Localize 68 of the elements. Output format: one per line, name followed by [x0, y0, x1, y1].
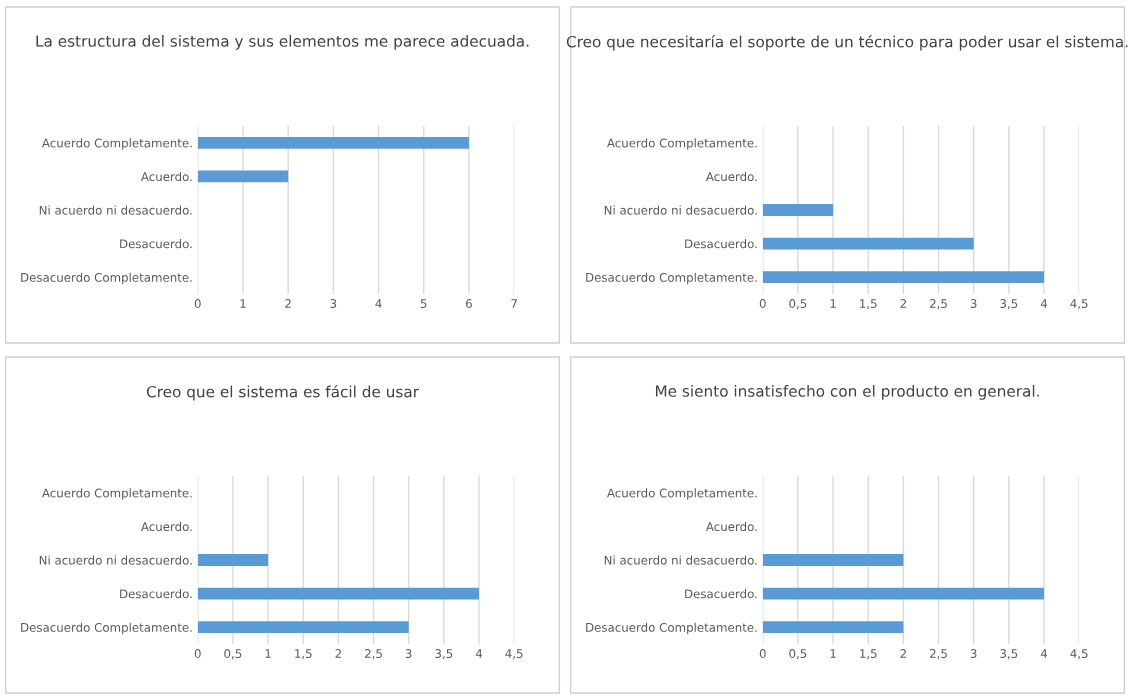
x-tick-label: 3,5: [1000, 299, 1018, 310]
x-tick-label: 1,5: [860, 299, 877, 310]
x-tick-label: 4: [375, 299, 382, 308]
x-tick-label: 1,5: [860, 649, 877, 660]
x-tick-label: 3: [330, 299, 337, 308]
x-tick-label: 4,5: [1070, 299, 1088, 310]
x-tick-label: 2,5: [365, 649, 382, 660]
x-tick-label: 4: [1040, 299, 1048, 308]
x-tick-label: 6: [466, 299, 472, 308]
y-tick-label: Desacuerdo Completamente.: [21, 272, 192, 285]
y-tick-label: Acuerdo.: [705, 521, 757, 532]
x-tick-label: 0: [194, 649, 201, 658]
bar: [197, 621, 409, 634]
y-tick-label: Ni acuerdo ni desacuerdo.: [604, 555, 757, 565]
y-tick-label: Desacuerdo.: [685, 589, 757, 599]
y-tick-label: Acuerdo Completamente.: [42, 488, 192, 500]
x-tick-label: 2: [900, 299, 906, 308]
x-tick-label: 2,5: [930, 649, 947, 660]
x-tick-label: 2: [285, 299, 291, 308]
x-tick-label: 0,5: [789, 299, 807, 310]
bar: [197, 554, 269, 566]
x-tick-label: 0,5: [224, 649, 242, 660]
x-tick-label: 3,5: [1000, 649, 1018, 660]
y-tick-label: Ni acuerdo ni desacuerdo.: [604, 205, 757, 215]
chart-title: Creo que el sistema es fácil de usar: [146, 385, 419, 401]
x-tick-label: 3: [970, 649, 977, 658]
x-tick-label: 3: [405, 649, 412, 658]
x-tick-label: 2: [900, 649, 906, 658]
x-tick-label: 4: [475, 649, 483, 658]
x-tick-label: 2,5: [930, 299, 947, 310]
y-tick-label: Desacuerdo Completamente.: [21, 622, 192, 635]
bar: [762, 271, 1044, 284]
x-tick-label: 2: [335, 649, 341, 658]
bar: [762, 204, 834, 216]
x-tick-label: 1,5: [295, 649, 312, 660]
x-tick-label: 0: [759, 299, 766, 308]
x-tick-label: 4: [1040, 649, 1048, 658]
y-tick-label: Acuerdo Completamente.: [607, 138, 757, 150]
chart-title: Creo que necesitaría el soporte de un técnico para poder usar el sistema.: [566, 35, 1128, 51]
x-tick-label: 1: [830, 299, 836, 308]
x-tick-label: 3,5: [435, 649, 453, 660]
bar: [197, 587, 479, 600]
y-tick-label: Acuerdo.: [140, 171, 192, 182]
chart-title: Me siento insatisfecho con el producto en general.: [655, 385, 1039, 400]
chart-title: La estructura del sistema y sus elementos me parece adecuada.: [36, 35, 529, 50]
y-tick-label: Acuerdo Completamente.: [42, 138, 192, 150]
bar: [762, 237, 974, 250]
y-tick-label: Ni acuerdo ni desacuerdo.: [39, 205, 192, 215]
x-tick-label: 0,5: [789, 649, 807, 660]
x-tick-label: 3: [970, 299, 977, 308]
x-tick-label: 4,5: [505, 649, 523, 660]
y-tick-label: Desacuerdo.: [685, 239, 757, 249]
y-tick-label: Desacuerdo Completamente.: [586, 622, 757, 635]
y-tick-label: Acuerdo Completamente.: [607, 488, 757, 500]
y-tick-label: Acuerdo.: [705, 171, 757, 182]
y-tick-label: Acuerdo.: [140, 521, 192, 532]
x-tick-label: 1: [240, 299, 246, 308]
x-tick-label: 4,5: [1070, 649, 1088, 660]
y-tick-label: Desacuerdo.: [120, 589, 192, 599]
x-tick-label: 7: [511, 299, 517, 308]
y-tick-label: Desacuerdo Completamente.: [586, 272, 757, 285]
y-tick-label: Desacuerdo.: [120, 239, 192, 249]
x-tick-label: 5: [420, 299, 427, 308]
x-tick-label: 1: [265, 649, 271, 658]
y-tick-label: Ni acuerdo ni desacuerdo.: [39, 555, 192, 565]
x-tick-label: 1: [830, 649, 836, 658]
x-tick-label: 0: [194, 299, 201, 308]
x-tick-label: 0: [759, 649, 766, 658]
